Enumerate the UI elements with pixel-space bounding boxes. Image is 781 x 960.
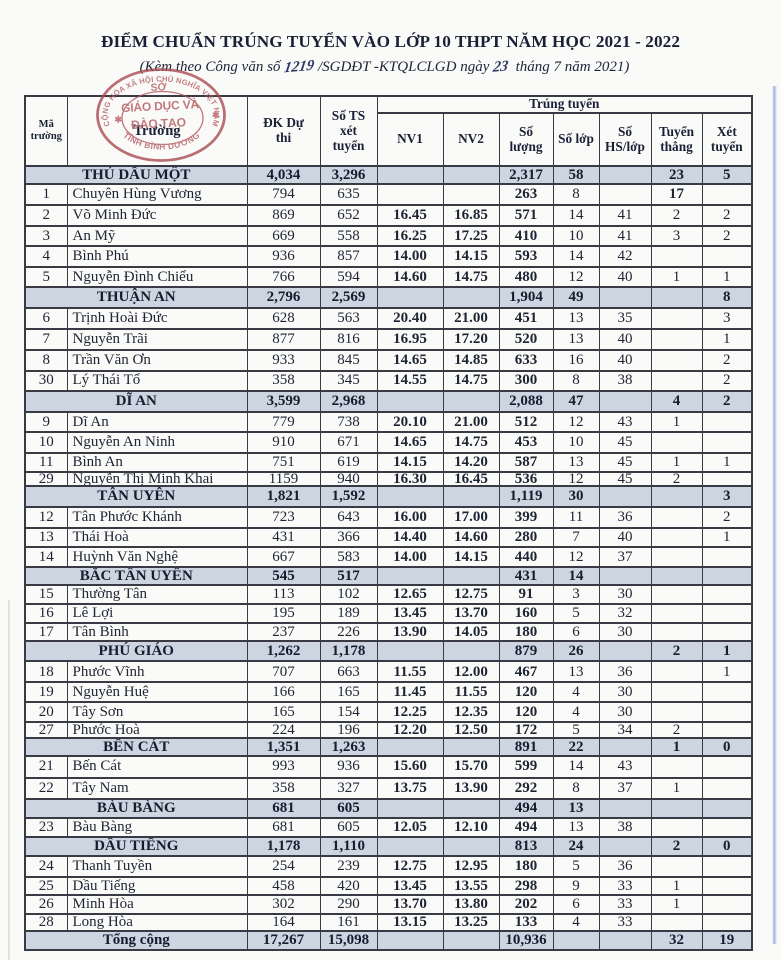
svg-text:ĐÀO TẠO: ĐÀO TẠO: [131, 114, 187, 132]
svg-text:✱: ✱: [115, 115, 123, 125]
svg-text:TỈNH BÌNH DƯƠNG: TỈNH BÌNH DƯƠNG: [121, 130, 201, 152]
svg-text:SỞ: SỞ: [150, 80, 167, 94]
svg-text:GIÁO DỤC VÀ: GIÁO DỤC VÀ: [121, 96, 200, 115]
svg-text:✱: ✱: [212, 110, 220, 120]
